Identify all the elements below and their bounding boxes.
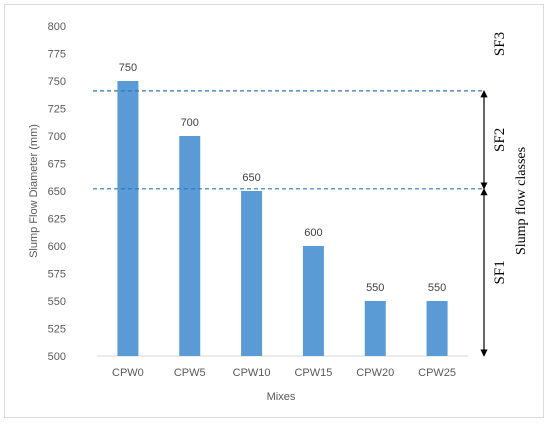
slump-flow-classes-title: Slump flow classes (514, 147, 529, 255)
class-label-sf3: SF3 (492, 32, 508, 56)
data-label: 750 (119, 62, 137, 74)
data-label: 600 (304, 227, 322, 239)
x-tick-label: CPW10 (233, 367, 271, 379)
x-tick-label: CPW5 (174, 367, 206, 379)
bar-cpw0 (117, 81, 139, 356)
class-label-sf1: SF1 (492, 260, 508, 284)
reference-lines (93, 90, 484, 190)
y-tick-label: 750 (48, 76, 66, 88)
data-label: 650 (242, 172, 260, 184)
y-tick-label: 675 (48, 159, 66, 171)
bar-cpw10 (241, 191, 263, 356)
chart-frame (4, 4, 544, 418)
y-tick-label: 575 (48, 269, 66, 281)
x-tick-label: CPW25 (418, 367, 456, 379)
x-tick-label: CPW0 (112, 367, 144, 379)
x-axis-title: Mixes (267, 391, 296, 403)
y-axis-title: Slump Flow Diameter (mm) (28, 124, 40, 258)
y-tick-label: 800 (48, 21, 66, 33)
class-label-sf2: SF2 (492, 128, 508, 152)
data-label: 550 (366, 282, 384, 294)
class-labels: SF1 SF2 SF3 (492, 32, 508, 285)
bar-cpw25 (426, 301, 448, 356)
y-tick-labels: 500 525 550 575 600 625 650 675 700 725 750 775 800 (48, 21, 66, 363)
y-tick-label: 600 (48, 241, 66, 253)
data-label: 550 (428, 282, 446, 294)
y-tick-label: 625 (48, 214, 66, 226)
x-tick-labels: CPW0 CPW5 CPW10 CPW15 CPW20 CPW25 (112, 367, 456, 379)
y-tick-label: 500 (48, 351, 66, 363)
bar-cpw5 (179, 136, 201, 356)
y-tick-label: 725 (48, 104, 66, 116)
x-tick-label: CPW20 (356, 367, 394, 379)
data-label: 700 (181, 117, 199, 129)
bars (117, 81, 448, 356)
y-tick-label: 550 (48, 296, 66, 308)
y-tick-label: 525 (48, 324, 66, 336)
data-labels: 750 700 650 600 550 550 (119, 62, 447, 294)
bar-cpw20 (364, 301, 386, 356)
y-tick-label: 700 (48, 131, 66, 143)
y-tick-label: 775 (48, 49, 66, 61)
x-tick-label: CPW15 (294, 367, 332, 379)
bar-cpw15 (302, 246, 324, 356)
y-tick-label: 650 (48, 186, 66, 198)
